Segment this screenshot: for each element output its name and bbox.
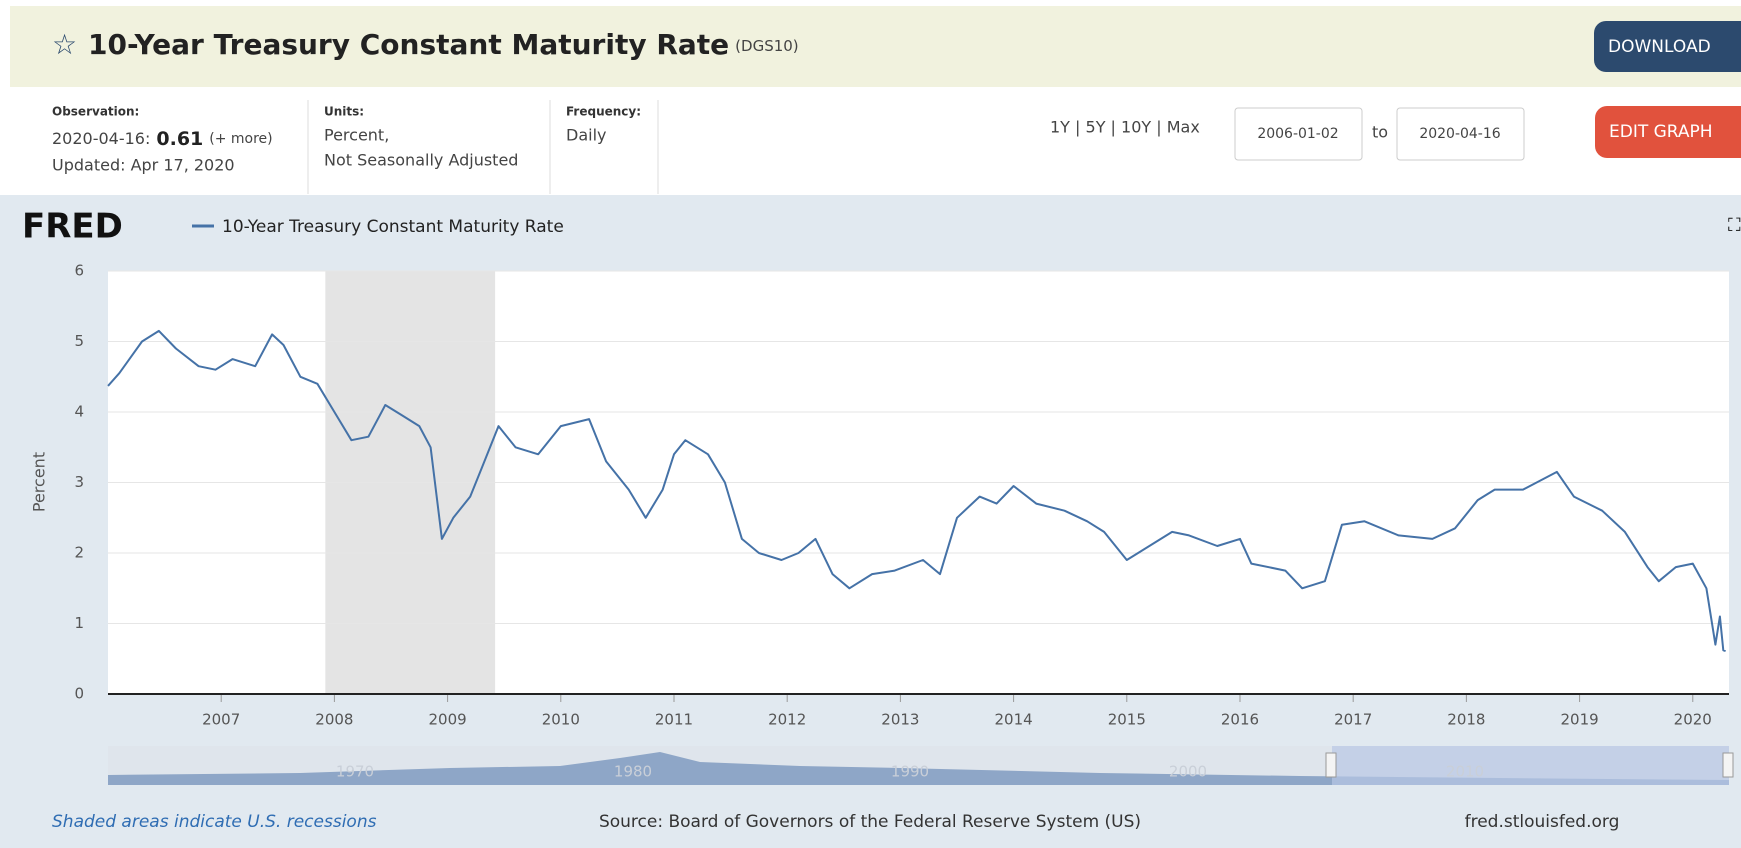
x-tick-label: 2019 [1560,711,1598,729]
x-tick-label: 2018 [1447,711,1485,729]
fred-logo: FRED [22,207,123,247]
y-tick-label: 4 [74,403,84,421]
navigator-label: 1970 [336,763,374,781]
x-tick-label: 2016 [1221,711,1259,729]
download-label[interactable]: DOWNLOAD [1608,37,1711,57]
y-axis-label: Percent [30,452,49,512]
series-line [107,329,1726,652]
navigator-label: 1990 [891,763,929,781]
units-2: Not Seasonally Adjusted [324,151,518,170]
y-tick-label: 0 [74,685,84,703]
x-tick-label: 2010 [542,711,580,729]
range-links[interactable]: 1Y | 5Y | 10Y | Max [1050,118,1200,137]
edit-graph-button[interactable] [1595,106,1741,158]
units-1: Percent, [324,126,389,145]
navigator-selection[interactable] [1332,746,1729,785]
x-tick-label: 2009 [429,711,467,729]
observation-label: Observation: [52,105,139,119]
navigator-label: 2010 [1446,763,1484,781]
download-button[interactable] [1594,21,1741,72]
navigator-handle[interactable] [1722,752,1734,778]
y-tick-label: 1 [74,614,84,632]
observation-value: 0.61 [156,128,203,150]
x-tick-label: 2012 [768,711,806,729]
x-tick-label: 2020 [1674,711,1712,729]
x-tick-label: 2011 [655,711,693,729]
y-tick-label: 6 [74,262,84,280]
frequency-label: Frequency: [566,105,641,119]
x-tick-label: 2014 [994,711,1032,729]
edit-graph-label[interactable]: EDIT GRAPH [1609,122,1713,142]
y-tick-label: 5 [74,332,84,350]
navigator-area [108,752,1729,785]
to-label: to [1372,123,1388,142]
series-id: (DGS10) [735,37,799,55]
units-label: Units: [324,105,364,119]
updated: Updated: Apr 17, 2020 [52,156,235,175]
x-tick-label: 2008 [315,711,353,729]
x-tick-label: 2007 [202,711,240,729]
navigator-label: 2000 [1169,763,1207,781]
y-tick-label: 2 [74,544,84,562]
x-tick-label: 2013 [881,711,919,729]
observation-date: 2020-04-16: [52,129,150,148]
end-date[interactable]: 2020-04-16 [1419,126,1500,142]
title-text: 10-Year Treasury Constant Maturity Rate [88,28,729,61]
plot-layer: 0 1 2 3 4 5 6 2007 2008 2009 2010 2011 2012 2013 2014 2… [74,262,1729,729]
fullscreen-icon[interactable]: ⛶ [1728,215,1741,236]
end-input[interactable] [1396,107,1525,161]
frequency: Daily [566,126,606,145]
start-input[interactable] [1234,107,1363,161]
x-tick-label: 2015 [1108,711,1146,729]
observation: 2020-04-16: 0.61 (+ more) [52,128,273,150]
navigator-labels: 1970 1980 1990 2000 2010 [336,763,1484,781]
navigator-handle[interactable] [1325,752,1337,778]
header-band [10,6,1741,87]
x-tick-label: 2017 [1334,711,1372,729]
recession-note[interactable]: Shaded areas indicate U.S. recessions [52,812,377,832]
source: Source: Board of Governors of the Federa… [599,812,1141,832]
star-icon[interactable]: ☆ [52,28,77,61]
start-date[interactable]: 2006-01-02 [1257,126,1338,142]
site[interactable]: fred.stlouisfed.org [1465,812,1620,832]
y-tick-label: 3 [74,473,84,491]
navigator-label: 1980 [614,763,652,781]
more-link[interactable]: (+ more) [209,131,272,147]
legend-label: 10-Year Treasury Constant Maturity Rate [222,217,564,237]
title: 10-Year Treasury Constant Maturity Rate (… [88,28,799,61]
